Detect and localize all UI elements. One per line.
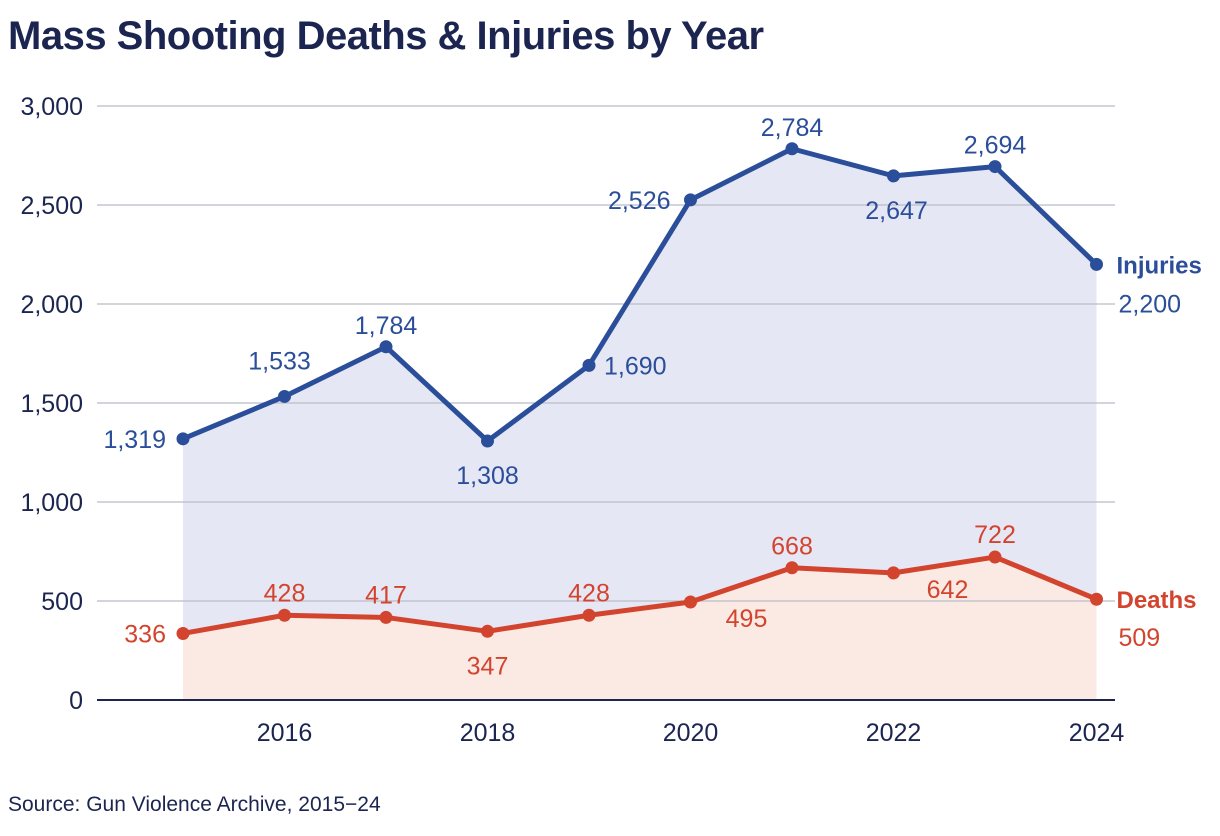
injuries-point [684, 193, 697, 207]
deaths-line [180, 554, 1099, 636]
y-tick-label: 1,000 [20, 489, 83, 517]
injuries-point [887, 169, 900, 183]
series-points [176, 142, 1103, 640]
injuries-data-label: 2,200 [1119, 290, 1182, 318]
y-tick-label: 2,500 [20, 192, 83, 220]
injuries-point [988, 160, 1002, 174]
injuries-data-label: 2,784 [761, 114, 824, 142]
injuries-data-label: 1,533 [248, 347, 311, 375]
deaths-data-label: 722 [974, 521, 1016, 549]
deaths-point [278, 608, 291, 622]
deaths-point [988, 550, 1002, 564]
x-tick-label: 2020 [663, 719, 719, 747]
injuries-point [379, 340, 393, 354]
injuries-point [1090, 257, 1103, 271]
injuries-data-label: 1,319 [103, 426, 166, 454]
injuries-point [582, 358, 596, 372]
injuries-point [176, 432, 190, 446]
deaths-point [176, 626, 190, 640]
deaths-point [887, 566, 900, 580]
deaths-area [183, 557, 1097, 700]
injuries-data-label: 2,526 [608, 187, 671, 215]
series-lines [180, 146, 1099, 636]
y-axis-ticks: 0 500 1,000 1,500 2,000 2,500 3,000 [20, 93, 83, 715]
deaths-data-label: 642 [927, 576, 969, 604]
deaths-data-label: 428 [264, 579, 306, 607]
deaths-point [379, 610, 393, 624]
x-tick-label: 2022 [866, 719, 922, 747]
injuries-data-label: 1,784 [355, 312, 418, 340]
deaths-data-label: 347 [467, 652, 509, 680]
deaths-data-label: 668 [771, 533, 813, 561]
data-labels: 1,319 1,533 1,784 1,308 1,690 2,526 2,784 2,647… [103, 114, 1181, 681]
x-tick-label: 2024 [1069, 719, 1125, 747]
deaths-point [1090, 592, 1103, 606]
source-note: Source: Gun Violence Archive, 2015−24 [8, 793, 381, 816]
y-tick-label: 3,000 [20, 93, 83, 121]
injuries-line [180, 146, 1099, 444]
deaths-data-label: 509 [1119, 624, 1161, 652]
deaths-point [785, 561, 799, 575]
series-name-labels: Injuries Deaths [1117, 252, 1202, 614]
injuries-series-label: Injuries [1117, 252, 1202, 279]
deaths-data-label: 428 [568, 579, 610, 607]
injuries-data-label: 2,694 [964, 132, 1027, 160]
chart-title: Mass Shooting Deaths & Injuries by Year [8, 14, 764, 58]
injuries-point [785, 142, 799, 156]
y-tick-label: 1,500 [20, 390, 83, 418]
deaths-data-label: 336 [124, 620, 166, 648]
injuries-area [183, 148, 1097, 700]
x-tick-label: 2018 [460, 719, 516, 747]
injuries-data-label: 2,647 [865, 197, 928, 225]
area-fills [183, 148, 1097, 700]
injuries-data-label: 1,690 [604, 352, 667, 380]
injuries-data-label: 1,308 [456, 462, 519, 490]
y-tick-label: 500 [41, 588, 83, 616]
deaths-series-label: Deaths [1117, 587, 1197, 614]
deaths-data-label: 417 [365, 581, 407, 609]
injuries-point [278, 389, 291, 403]
y-tick-label: 0 [69, 687, 83, 715]
deaths-point [481, 624, 494, 638]
injuries-point [481, 434, 494, 448]
deaths-data-label: 495 [726, 605, 768, 633]
deaths-point [582, 608, 596, 622]
x-axis-ticks: 2016 2018 2020 2022 2024 [257, 719, 1125, 747]
deaths-point [684, 595, 697, 609]
x-tick-label: 2016 [257, 719, 313, 747]
y-tick-label: 2,000 [20, 291, 83, 319]
